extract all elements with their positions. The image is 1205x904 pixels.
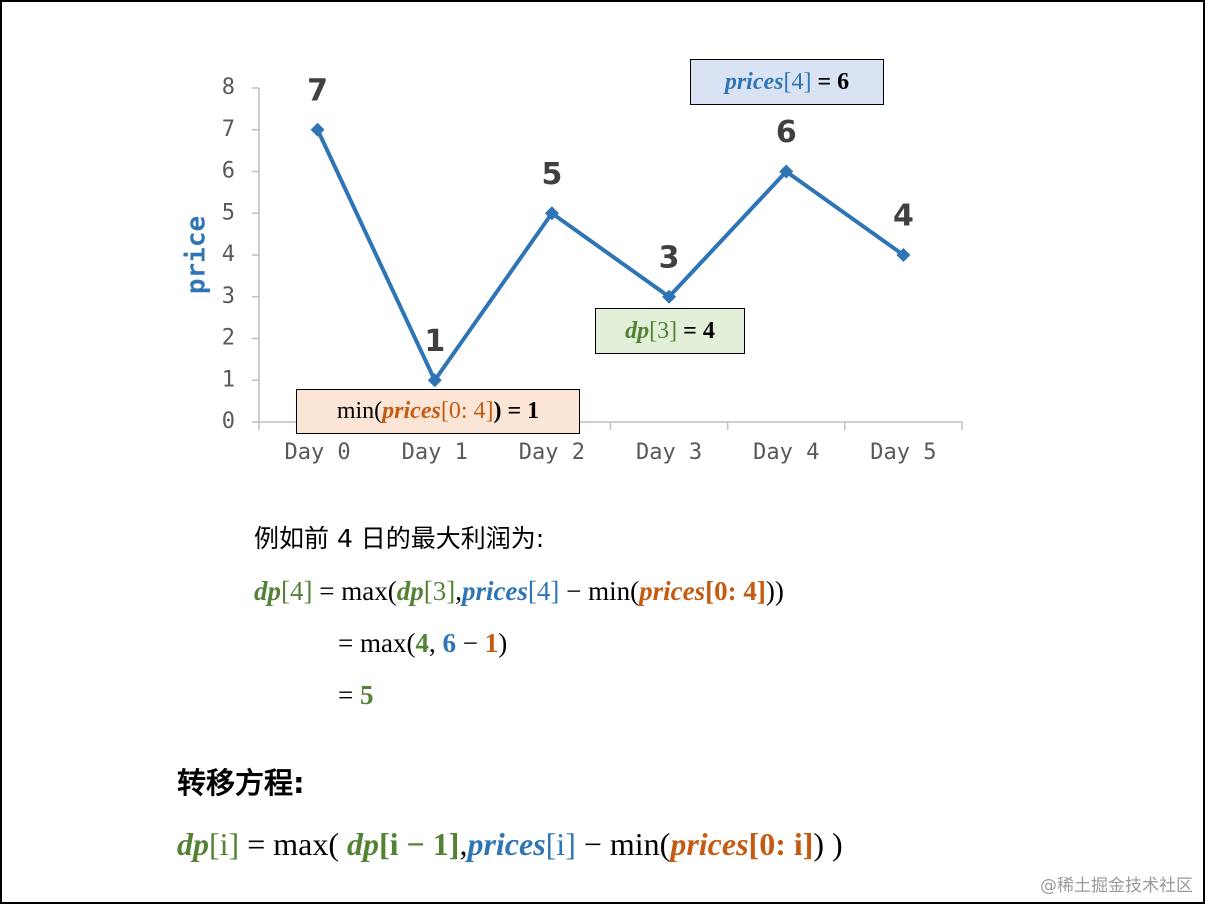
marker (544, 206, 559, 221)
formula-part: ) ) (813, 826, 843, 862)
formula-part: dp (625, 317, 650, 344)
formula-part: [4] (281, 576, 313, 606)
formula-part: − min( (575, 826, 671, 862)
formula-part: 例如前 4 日的最大利润为: (254, 524, 545, 553)
x-tick-label: Day 4 (753, 440, 819, 465)
x-tick-label: Day 0 (284, 440, 350, 465)
formula-part: − (455, 628, 485, 658)
y-tick-label: 4 (222, 242, 235, 267)
formula-part: [0: 4] (440, 398, 494, 424)
formula-part: = (338, 680, 360, 710)
marker (779, 164, 794, 179)
formula-part: min( (336, 398, 383, 424)
formula-row: dp[4] = max(dp[3],prices[4] − min(prices… (254, 578, 784, 605)
data-label: 3 (659, 240, 680, 275)
data-label: 4 (893, 199, 914, 234)
formula-part: dp (254, 576, 281, 606)
formula-part: = 4 (677, 317, 715, 344)
annotation-box: dp [3] = 4 (595, 308, 745, 354)
x-tick-label: Day 3 (636, 440, 702, 465)
annotation-box: min(prices [0: 4]) = 1 (296, 389, 580, 434)
formula-part: 4 (415, 628, 429, 658)
formula-part: = max( (312, 576, 397, 606)
formula-part: )) (765, 576, 784, 606)
formula-part: [i] (545, 826, 576, 862)
marker (427, 373, 442, 388)
heading: 转移方程: (177, 766, 305, 800)
formula-part: = 6 (811, 68, 850, 95)
watermark: @稀土掘金技术社区 (1040, 876, 1193, 896)
formula-part: , (428, 628, 443, 658)
formula-part: , (459, 826, 468, 862)
formula-part: 6 (442, 628, 456, 658)
formula-part: − min( (559, 576, 640, 606)
x-tick-label: Day 5 (870, 440, 936, 465)
formula-part: ) (498, 628, 508, 658)
formula-part: ) = 1 (493, 398, 540, 424)
data-label: 1 (424, 324, 445, 359)
y-tick-label: 2 (222, 326, 235, 351)
y-axis-label: price (182, 216, 212, 294)
chart: 0 1 2 3 4 5 6 7 8 price Day 0 Day 1 Day 2 Day 3 Day 4 D… (182, 73, 963, 465)
formula-part: , (455, 576, 462, 606)
line (315, 128, 905, 385)
formula-part: [4] (527, 576, 560, 606)
formula-part: dp (347, 826, 379, 862)
marker (662, 289, 677, 304)
formula-part: [i − 1] (379, 826, 460, 862)
y-tick-label: 3 (222, 284, 235, 309)
formula-part: = max( (239, 826, 347, 862)
annotation-box: prices [4] = 6 (690, 59, 884, 105)
formula-part: dp (396, 576, 424, 606)
y-tick-label: 7 (222, 117, 235, 142)
formula-part: 5 (359, 680, 374, 710)
formula-part: 1 (484, 628, 499, 658)
formula-part: prices (461, 576, 528, 606)
marker (896, 248, 911, 262)
intro: 例如前 4 日的最大利润为: (254, 526, 544, 551)
formula-part: [i] (209, 826, 240, 862)
data-label: 6 (776, 115, 797, 150)
y-tick-label: 5 (222, 200, 235, 225)
formula-part: prices (670, 826, 749, 862)
formula-part: [4] (783, 68, 812, 95)
formula: dp[i] = max( dp[i − 1],prices[i] − min(p… (177, 828, 843, 860)
y-tick-label: 8 (222, 75, 235, 100)
y-tick-label: 0 (222, 409, 235, 434)
formula-part: [0: i] (748, 826, 814, 862)
formula-part: [0: 4] (705, 576, 766, 606)
y-tick-label: 6 (222, 159, 235, 184)
formula-row: = 5 (338, 682, 373, 709)
formula-part: prices (382, 398, 441, 424)
formula-part: prices (639, 576, 706, 606)
x-tick-label: Day 2 (519, 440, 585, 465)
data-label: 7 (307, 73, 328, 108)
marker (310, 122, 325, 137)
x-tick-label: Day 1 (402, 440, 468, 465)
data-label: 5 (541, 157, 562, 192)
formula-row: = max(4, 6 − 1) (338, 630, 507, 657)
formula-part: prices (724, 68, 784, 95)
formula-part: = max( (338, 628, 416, 658)
formula-part: [3] (423, 576, 456, 606)
formula-part: dp (177, 826, 209, 862)
formula-part: prices (467, 826, 546, 862)
y-tick-label: 1 (222, 367, 235, 392)
formula-part: [3] (649, 317, 678, 344)
